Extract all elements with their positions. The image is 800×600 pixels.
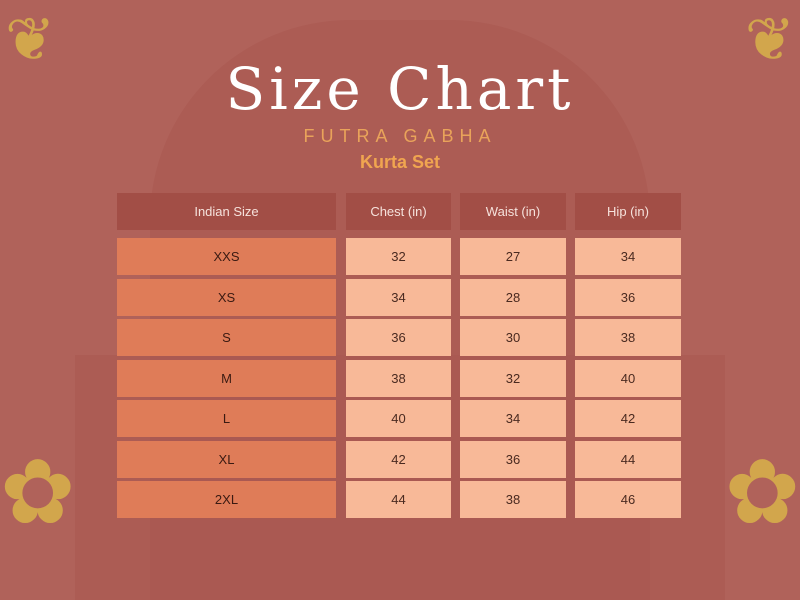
measurement-cell: 36 — [575, 278, 681, 316]
measurement-cell: 34 — [575, 238, 681, 275]
measurement-cell: 36 — [460, 440, 566, 478]
measurement-cell: 32 — [460, 359, 566, 397]
gold-flower-decoration-bottom-left: ✿ — [0, 443, 76, 543]
size-cell: L — [117, 400, 336, 437]
measurement-cell: 32 — [346, 238, 451, 275]
measurement-cell: 46 — [575, 481, 681, 518]
measurement-cell: 44 — [575, 440, 681, 478]
column-header: Indian Size — [117, 193, 336, 230]
measurement-cell: 38 — [346, 359, 451, 397]
measurement-cell: 38 — [460, 481, 566, 518]
measurement-cell: 42 — [346, 440, 451, 478]
gold-leaf-decoration-top-right: ❦ — [744, 6, 795, 73]
measurement-cell: 36 — [346, 319, 451, 356]
size-cell: XXS — [117, 238, 336, 275]
measurement-cell: 34 — [460, 400, 566, 437]
gold-leaf-decoration-top-left: ❦ — [5, 6, 56, 73]
size-cell: 2XL — [117, 481, 336, 518]
size-cell: M — [117, 359, 336, 397]
measurement-cell: 40 — [575, 359, 681, 397]
measurement-cell: 34 — [346, 278, 451, 316]
measurement-cell: 28 — [460, 278, 566, 316]
column-header: Hip (in) — [575, 193, 681, 230]
measurement-cell: 27 — [460, 238, 566, 275]
size-cell: XS — [117, 278, 336, 316]
brand-name: FUTRA GABHA — [303, 126, 497, 146]
product-name: Kurta Set — [359, 152, 440, 172]
size-cell: XL — [117, 440, 336, 478]
measurement-cell: 44 — [346, 481, 451, 518]
measurement-cell: 38 — [575, 319, 681, 356]
measurement-cell: 42 — [575, 400, 681, 437]
size-cell: S — [117, 319, 336, 356]
column-header: Chest (in) — [346, 193, 451, 230]
page-title: Size Chart — [225, 55, 575, 123]
measurement-cell: 30 — [460, 319, 566, 356]
gold-flower-decoration-bottom-right: ✿ — [724, 443, 800, 543]
measurement-cell: 40 — [346, 400, 451, 437]
column-header: Waist (in) — [460, 193, 566, 230]
